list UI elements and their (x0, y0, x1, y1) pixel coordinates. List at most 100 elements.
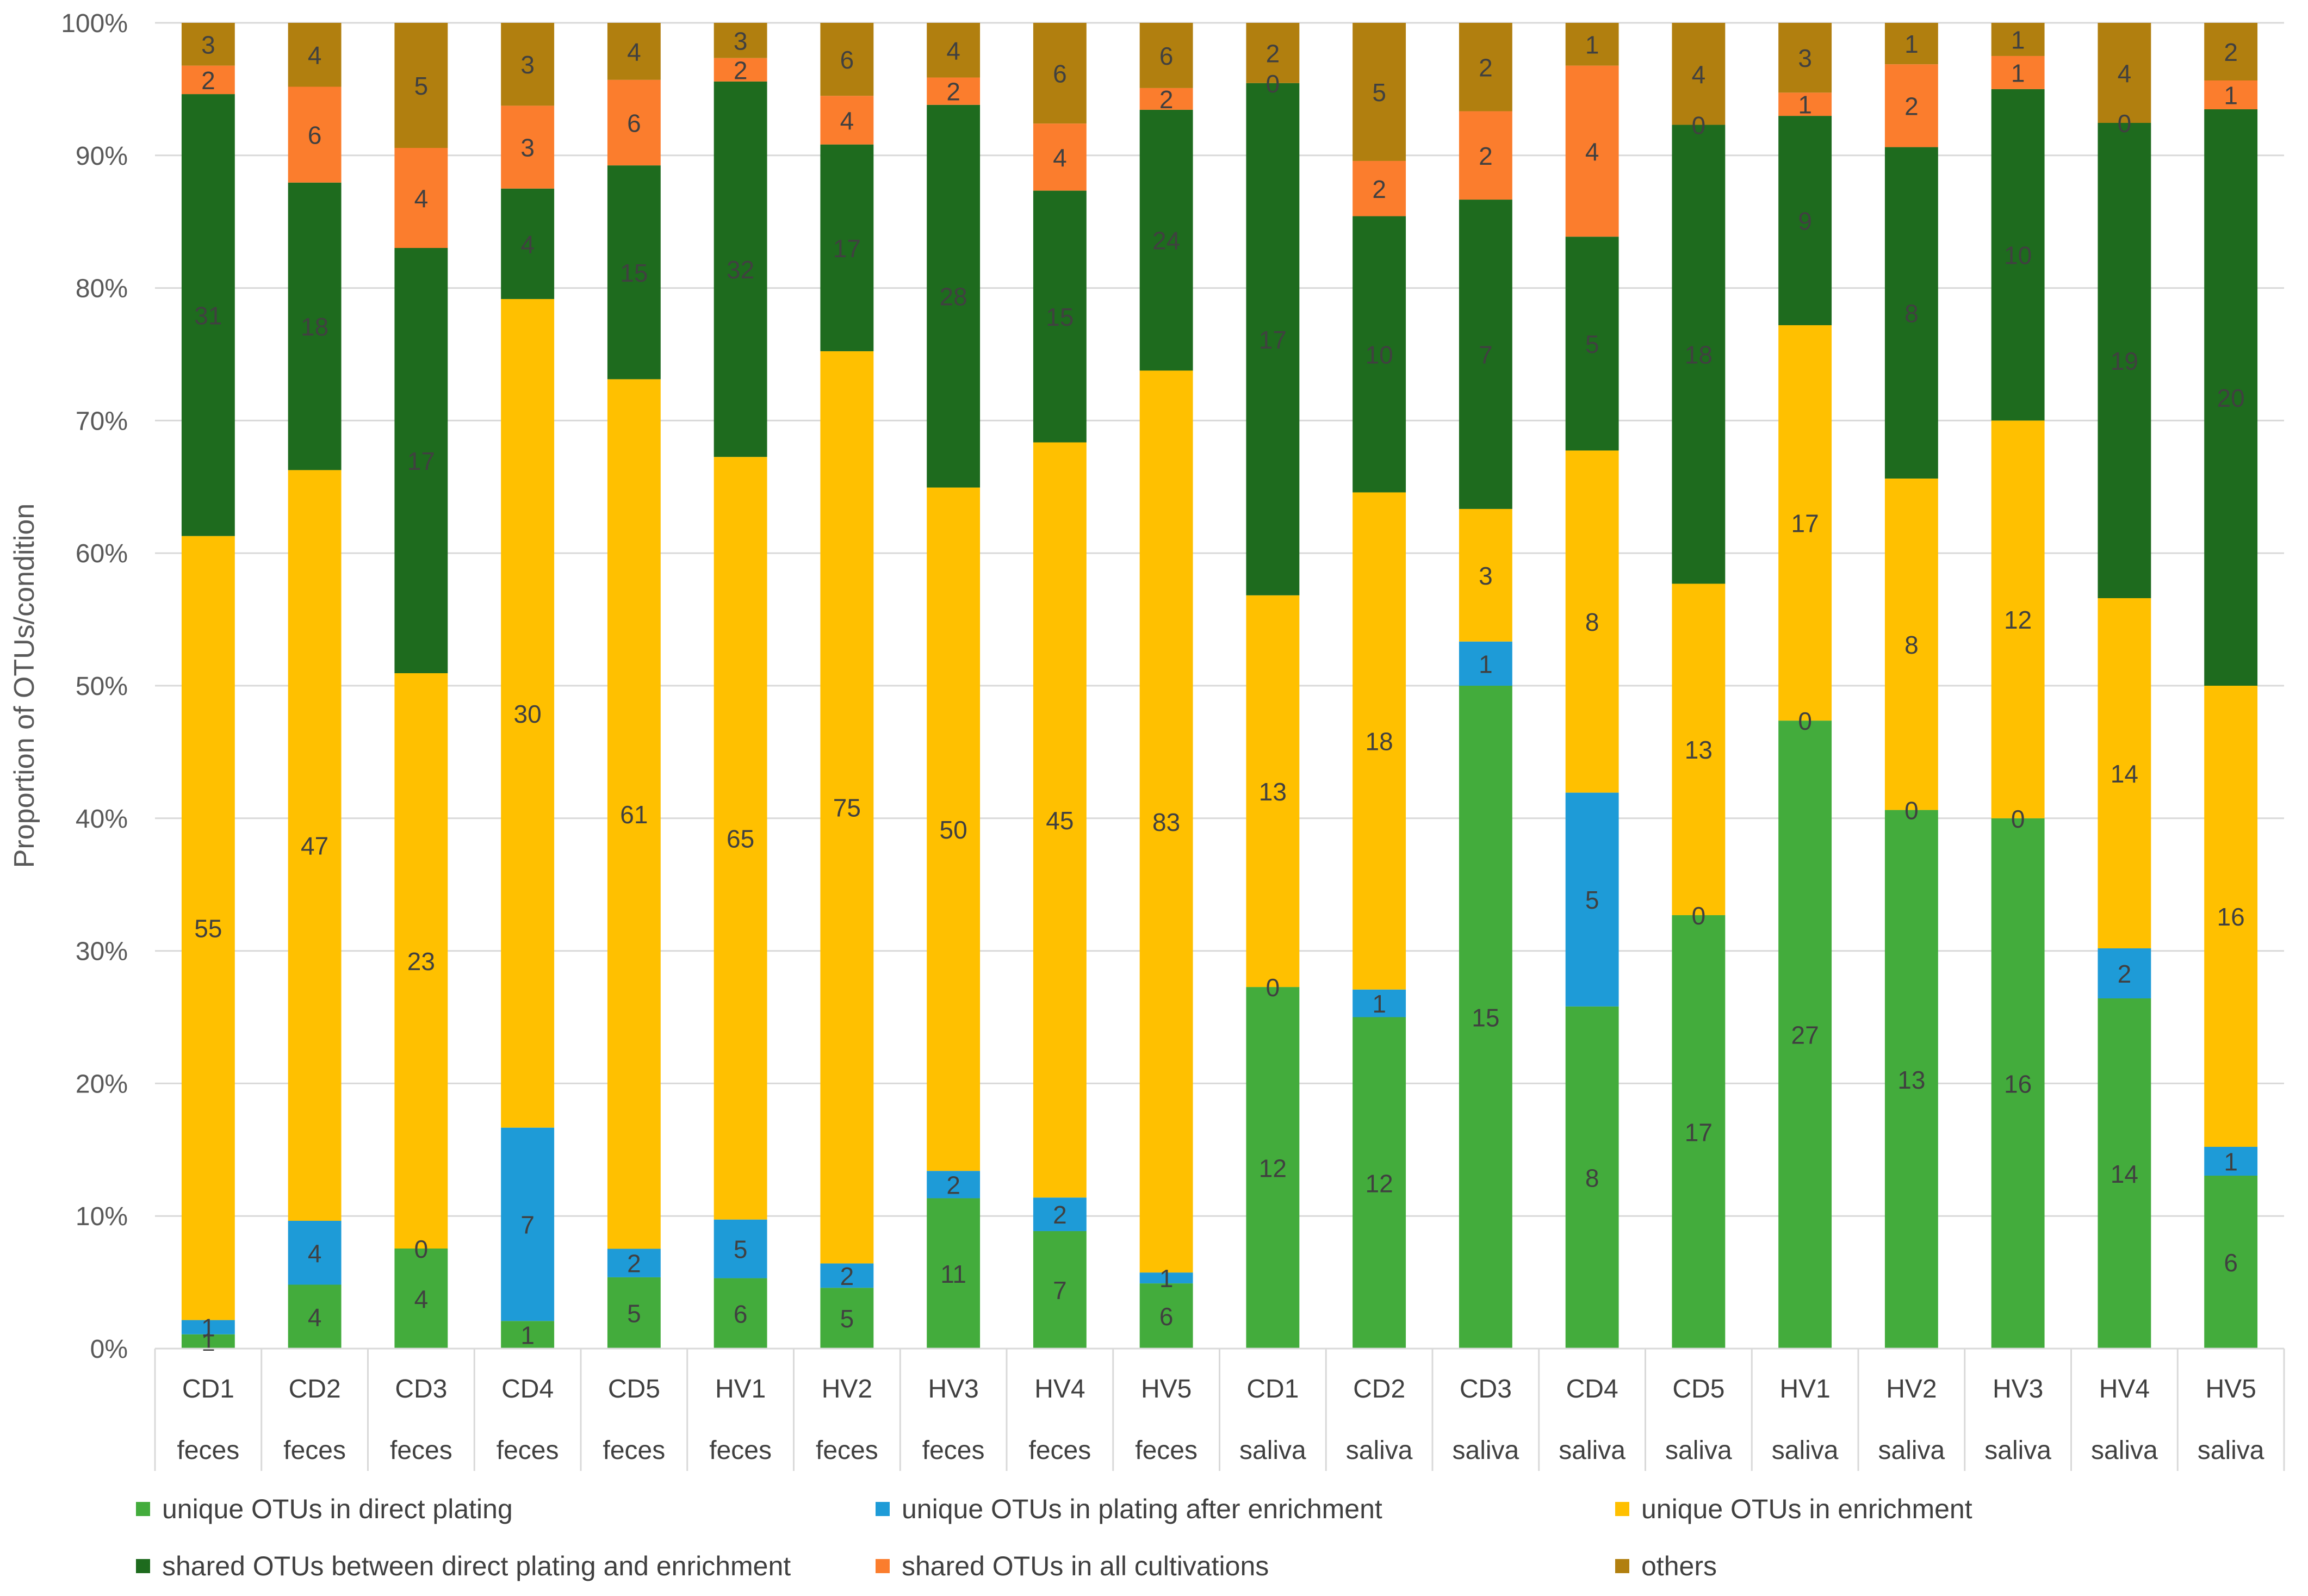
data-label: 4 (1585, 138, 1599, 166)
data-label: 4 (1692, 60, 1706, 89)
data-label: 7 (520, 1210, 535, 1239)
data-label: 5 (840, 1305, 854, 1333)
data-label: 30 (514, 700, 542, 728)
bar-segment (1246, 23, 1300, 83)
x-tick-label: CD4 (1566, 1375, 1618, 1404)
bar-segment (607, 79, 661, 166)
data-label: 15 (1472, 1004, 1499, 1032)
bar-segment (1672, 23, 1726, 125)
bar-segment (1139, 1283, 1193, 1349)
x-tick-label: HV1 (715, 1375, 766, 1404)
bar-segment (501, 1321, 555, 1349)
data-label: 4 (840, 107, 854, 135)
bar-segment (607, 379, 661, 1249)
axes: 0% 10% 20% 30% 40% 50% 60% 70% 80% 90% 100% Proport… (9, 9, 2285, 1471)
bar-segment (927, 104, 981, 488)
bar-segment (820, 144, 874, 351)
data-label: 50 (940, 816, 967, 844)
x-tick-label: CD1 (182, 1375, 234, 1404)
bar-segment (714, 58, 767, 82)
data-label: 0 (1692, 902, 1706, 930)
bar-segment (1352, 492, 1406, 990)
bar-segment (181, 1320, 235, 1334)
bar-segment (394, 248, 448, 673)
data-label: 7 (1479, 341, 1493, 369)
bar-segment (927, 23, 981, 78)
data-label: 3 (520, 134, 535, 162)
data-label: 14 (2111, 1160, 2138, 1188)
x-tick-label: HV2 (822, 1375, 872, 1404)
bar-segment (1033, 23, 1087, 124)
data-label: 11 (940, 1260, 966, 1288)
bar-segment (1352, 23, 1406, 161)
data-label: 13 (1259, 778, 1287, 806)
data-label: 0 (2118, 109, 2132, 138)
legend-swatch (136, 1559, 150, 1573)
bar-segment (2098, 123, 2151, 598)
x-tick-label: HV3 (928, 1375, 978, 1404)
data-label: 24 (1152, 227, 1180, 255)
x-group-label: saliva (1772, 1436, 1839, 1465)
bar-segment (2204, 686, 2258, 1147)
bar-segment (1459, 686, 1512, 1349)
data-label: 28 (940, 283, 967, 311)
data-label: 31 (194, 301, 222, 330)
bar-segment (820, 1263, 874, 1288)
data-label: 6 (1053, 60, 1067, 88)
bar-segment (927, 77, 981, 105)
bar-segment (1884, 810, 1938, 1349)
data-label: 0 (1266, 70, 1280, 98)
legend-label: unique OTUs in direct plating (162, 1494, 513, 1524)
bar-segment (1565, 1006, 1619, 1349)
data-label: 10 (2004, 241, 2032, 270)
data-label: 8 (1904, 631, 1919, 659)
x-group-label: feces (816, 1436, 878, 1465)
bar-segment (1565, 65, 1619, 237)
x-group-label: saliva (1239, 1436, 1306, 1465)
data-label: 17 (1791, 510, 1819, 538)
legend: unique OTUs in direct plating unique OTU… (136, 1482, 2284, 1591)
bar-segment (2204, 80, 2258, 109)
x-tick-label: CD5 (608, 1375, 660, 1404)
data-label: 18 (301, 313, 328, 341)
data-label: 13 (1685, 736, 1713, 764)
data-label: 6 (2224, 1249, 2238, 1277)
bar-segment (288, 470, 342, 1221)
data-label: 4 (520, 230, 535, 258)
data-label: 2 (1053, 1201, 1067, 1229)
bar-segment (501, 1127, 555, 1321)
bar-segment (394, 1249, 448, 1349)
data-label: 1 (201, 1314, 215, 1342)
x-group-label: feces (1135, 1436, 1198, 1465)
x-group-label: saliva (1453, 1436, 1519, 1465)
y-tick-label: 80% (76, 275, 128, 303)
bar-segment (820, 351, 874, 1264)
bar-segment (1778, 23, 1832, 93)
bar-segment (2098, 598, 2151, 948)
bar-segment (288, 1284, 342, 1349)
y-tick-label: 90% (76, 142, 128, 171)
data-label: 6 (1159, 42, 1174, 70)
x-tick-label: HV5 (1141, 1375, 1192, 1404)
y-tick-label: 0% (90, 1335, 128, 1364)
bar-segment (1033, 123, 1087, 191)
bar-segment (1033, 442, 1087, 1198)
data-label: 2 (1479, 53, 1493, 82)
data-label: 4 (308, 1303, 322, 1331)
bar-segment (1991, 89, 2045, 421)
bar-segment (2204, 23, 2258, 80)
bar-segment (1139, 109, 1193, 371)
bar-segment (1033, 1197, 1087, 1231)
data-label: 2 (201, 66, 215, 95)
data-label: 5 (1585, 886, 1599, 914)
bar-segment (1884, 147, 1938, 479)
y-tick-label: 70% (76, 407, 128, 436)
data-label: 5 (1585, 330, 1599, 358)
x-tick-label: HV1 (1779, 1375, 1830, 1404)
data-label: 61 (620, 800, 648, 829)
data-label: 3 (201, 30, 215, 59)
bar-segment (1884, 479, 1938, 810)
bar-segment (181, 23, 235, 66)
data-label: 18 (1685, 341, 1713, 369)
